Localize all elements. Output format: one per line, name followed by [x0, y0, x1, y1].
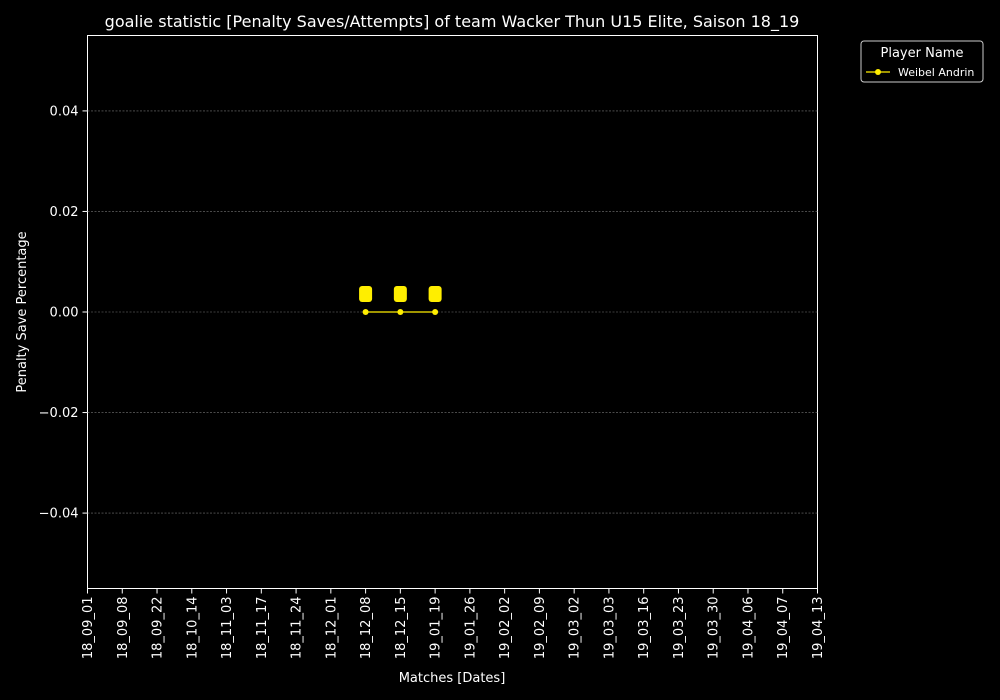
x-tick-label: 19_03_02: [568, 597, 583, 660]
x-tick-label: 18_12_08: [359, 597, 374, 660]
data-point: [432, 309, 439, 315]
data-label-box: [359, 286, 373, 302]
data-point: [397, 309, 404, 315]
x-tick-label: 19_03_16: [637, 597, 652, 660]
data-point: [362, 309, 369, 315]
data-label-box: [393, 286, 407, 302]
legend-box: [860, 40, 984, 83]
x-tick-label: 18_11_17: [255, 597, 270, 660]
x-tick-label: 19_04_07: [776, 597, 791, 660]
x-axis-label: Matches [Dates]: [399, 671, 506, 686]
x-tick-label: 19_03_30: [707, 597, 722, 660]
x-tick-label: 18_09_08: [116, 597, 131, 660]
x-tick-label: 18_10_14: [185, 597, 200, 660]
x-axis: 18_09_01 18_09_08 18_09_22 18_10_14 18_11_03…: [81, 588, 826, 660]
legend: Player Name Weibel Andrin: [860, 40, 984, 83]
x-tick-label: 19_02_02: [498, 597, 513, 660]
series-layer: [359, 286, 442, 315]
x-tick-label: 18_09_22: [151, 597, 166, 660]
x-tick-label: 18_09_01: [81, 597, 96, 660]
x-tick-label: 18_12_01: [324, 597, 339, 660]
legend-items: Weibel Andrin: [866, 66, 974, 79]
y-axis: −0.04 −0.02 0.00 0.02 0.04: [39, 104, 88, 522]
x-tick-label: 19_03_23: [672, 597, 687, 660]
legend-label: Weibel Andrin: [898, 66, 974, 79]
legend-marker: [875, 69, 881, 75]
y-tick-label: −0.04: [39, 507, 79, 522]
y-tick-label: 0.02: [50, 205, 79, 220]
x-tick-label: 19_01_19: [429, 597, 444, 660]
y-tick-label: −0.02: [39, 406, 79, 421]
legend-title: Player Name: [881, 46, 964, 61]
x-tick-label: 18_11_24: [290, 597, 305, 660]
x-tick-label: 19_04_06: [741, 597, 756, 660]
x-tick-label: 19_03_03: [602, 597, 617, 660]
grid-lines: [87, 110, 818, 514]
data-label-box: [428, 286, 442, 302]
y-axis-label: Penalty Save Percentage: [15, 231, 30, 392]
x-tick-label: 19_04_13: [811, 597, 826, 660]
x-tick-label: 19_02_09: [533, 597, 548, 660]
x-tick-label: 19_01_26: [463, 597, 478, 660]
y-tick-label: 0.00: [50, 306, 79, 321]
y-tick-label: 0.04: [50, 104, 79, 119]
x-tick-label: 18_11_03: [220, 597, 235, 660]
chart-title: goalie statistic [Penalty Saves/Attempts…: [105, 12, 800, 32]
x-tick-label: 18_12_15: [394, 597, 409, 660]
